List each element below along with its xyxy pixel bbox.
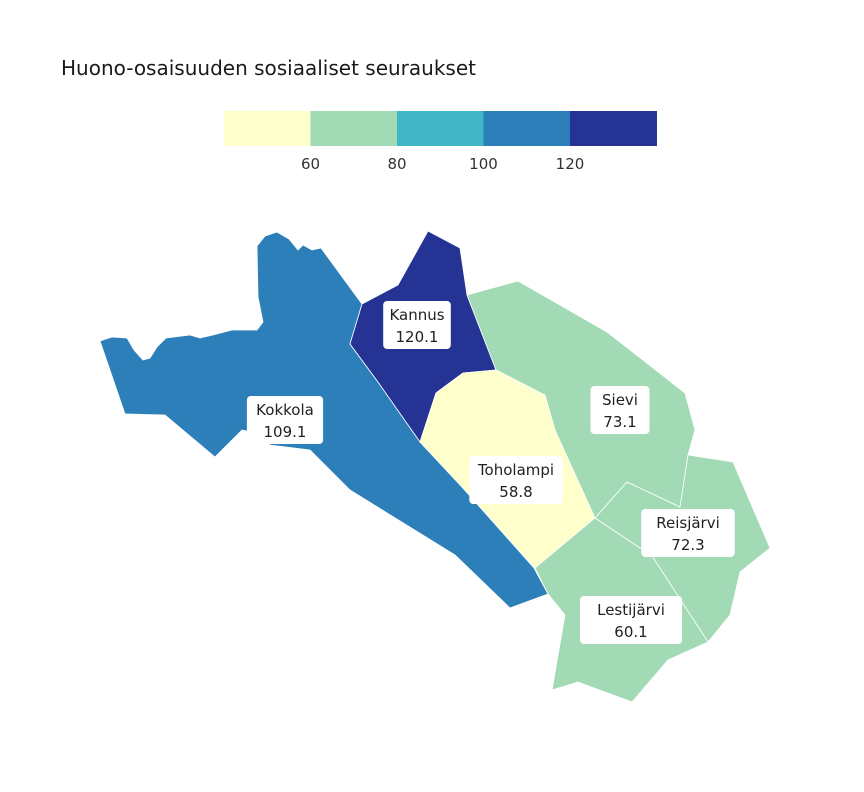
region-name: Sievi <box>602 391 638 409</box>
region-name: Kannus <box>389 306 444 324</box>
legend-tick-label: 80 <box>387 155 406 173</box>
legend-swatch <box>310 111 398 146</box>
region-value: 109.1 <box>264 423 307 441</box>
map-title: Huono-osaisuuden sosiaaliset seuraukset <box>61 56 476 80</box>
legend-swatch <box>224 111 311 146</box>
region-value: 60.1 <box>614 623 647 641</box>
region-name: Toholampi <box>477 461 554 479</box>
region-label-lestijarvi: Lestijärvi 60.1 <box>580 596 682 644</box>
region-value: 120.1 <box>396 328 439 346</box>
region-label-toholampi: Toholampi 58.8 <box>469 456 563 504</box>
legend-tick-label: 120 <box>556 155 585 173</box>
region-label-kannus: Kannus 120.1 <box>383 301 451 349</box>
region-value: 72.3 <box>671 536 704 554</box>
region-name: Lestijärvi <box>597 601 665 619</box>
legend-swatch <box>570 111 657 146</box>
legend-swatch <box>483 111 571 146</box>
region-value: 58.8 <box>499 483 532 501</box>
region-label-kokkola: Kokkola 109.1 <box>246 396 324 444</box>
region-label-sievi: Sievi 73.1 <box>590 386 650 434</box>
legend-tick-label: 60 <box>301 155 320 173</box>
region-name: Reisjärvi <box>656 514 720 532</box>
region-value: 73.1 <box>603 413 636 431</box>
legend: 60 80 100 120 <box>224 111 657 173</box>
region-name: Kokkola <box>256 401 314 419</box>
legend-tick-label: 100 <box>469 155 498 173</box>
region-label-reisjarvi: Reisjärvi 72.3 <box>641 509 735 557</box>
legend-swatch <box>397 111 484 146</box>
region-kokkola[interactable] <box>99 231 549 609</box>
